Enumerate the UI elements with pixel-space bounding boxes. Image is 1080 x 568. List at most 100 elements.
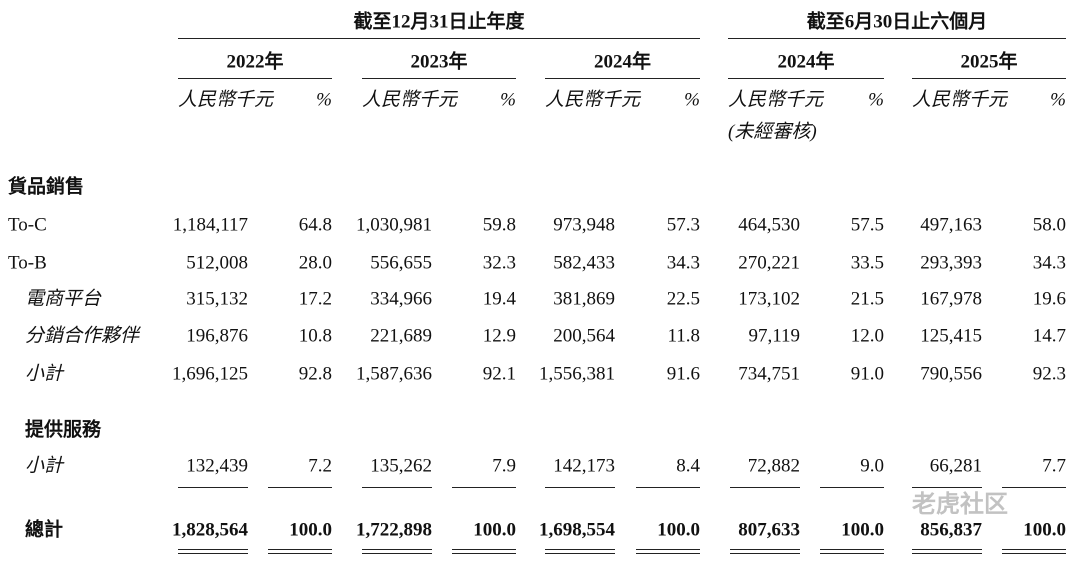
percent-cell: 92.1 [482,363,516,385]
percent-cell: 64.8 [298,214,332,236]
amount-cell: 1,587,636 [356,363,432,385]
total-rule [178,553,248,554]
percent-cell: 34.3 [666,252,700,274]
percent-cell: 10.8 [298,325,332,347]
amount-cell: 464,530 [738,214,800,236]
total-rule [636,549,700,550]
amount-cell: 1,030,981 [356,214,432,236]
year-header: 2023年 [410,51,468,73]
total-rule [636,553,700,554]
percent-cell: 9.0 [860,455,884,477]
amount-cell: 196,876 [186,325,248,347]
amount-cell: 200,564 [553,325,615,347]
amount-cell: 72,882 [747,455,800,477]
amount-cell: 807,633 [738,519,800,541]
amount-cell: 132,439 [186,455,248,477]
header-rule [728,38,1066,39]
row-label: To-C [8,214,47,236]
total-rule [1002,553,1066,554]
amount-cell: 221,689 [370,325,432,347]
total-rule [820,549,884,550]
amount-cell: 125,415 [920,325,982,347]
subtotal-rule [268,487,332,488]
percent-cell: 100.0 [841,519,884,541]
percent-cell: 12.9 [482,325,516,347]
percent-cell: 91.0 [850,363,884,385]
amount-cell: 556,655 [370,252,432,274]
amount-cell: 173,102 [738,288,800,310]
subtotal-rule [636,487,700,488]
row-label: 貨品銷售 [8,176,85,198]
total-rule [545,553,615,554]
percent-cell: 11.8 [667,325,700,347]
percent-cell: 58.0 [1032,214,1066,236]
subtotal-rule [1002,487,1066,488]
subtotal-rule [362,487,432,488]
unit-label: % [1050,89,1066,111]
unit-label: 人民幣千元 [728,89,824,111]
percent-cell: 7.9 [492,455,516,477]
amount-cell: 856,837 [920,519,982,541]
subtotal-rule [820,487,884,488]
year-rule [178,78,332,79]
row-label: 小計 [25,363,64,385]
amount-cell: 293,393 [920,252,982,274]
row-label: To-B [8,252,47,274]
percent-cell: 12.0 [850,325,884,347]
row-label: 提供服務 [25,419,102,441]
amount-cell: 1,828,564 [172,519,248,541]
percent-cell: 19.4 [482,288,516,310]
amount-cell: 97,119 [748,325,800,347]
total-rule [362,553,432,554]
amount-cell: 734,751 [738,363,800,385]
percent-cell: 100.0 [473,519,516,541]
unit-label: % [684,89,700,111]
percent-cell: 100.0 [289,519,332,541]
total-rule [452,553,516,554]
subtotal-rule [912,487,982,488]
percent-cell: 100.0 [1023,519,1066,541]
row-label: 小計 [25,455,64,477]
amount-cell: 1,698,554 [539,519,615,541]
unit-label: 人民幣千元 [362,89,458,111]
percent-cell: 33.5 [850,252,884,274]
percent-cell: 17.2 [298,288,332,310]
percent-cell: 59.8 [482,214,516,236]
amount-cell: 1,696,125 [172,363,248,385]
unit-label: 人民幣千元 [545,89,641,111]
period-header: 截至6月30日止六個月 [806,11,988,33]
year-header: 2022年 [226,51,284,73]
row-label: 分銷合作夥伴 [25,325,140,347]
amount-cell: 1,722,898 [356,519,432,541]
total-rule [1002,549,1066,550]
unit-label: % [316,89,332,111]
total-rule [452,549,516,550]
year-rule [728,78,884,79]
percent-cell: 7.2 [308,455,332,477]
total-rule [912,553,982,554]
amount-cell: 135,262 [370,455,432,477]
subtotal-rule [178,487,248,488]
amount-cell: 270,221 [738,252,800,274]
percent-cell: 28.0 [298,252,332,274]
total-rule [730,553,800,554]
total-rule [730,549,800,550]
amount-cell: 497,163 [920,214,982,236]
amount-cell: 973,948 [553,214,615,236]
percent-cell: 92.3 [1032,363,1066,385]
subtotal-rule [545,487,615,488]
subtotal-rule [452,487,516,488]
percent-cell: 100.0 [657,519,700,541]
percent-cell: 32.3 [482,252,516,274]
total-rule [912,549,982,550]
row-label: 電商平台 [25,288,102,310]
year-header: 2024年 [777,51,835,73]
total-rule [545,549,615,550]
total-rule [268,553,332,554]
percent-cell: 91.6 [666,363,700,385]
amount-cell: 790,556 [920,363,982,385]
amount-cell: 167,978 [920,288,982,310]
amount-cell: 1,184,117 [172,214,248,236]
unit-label: % [868,89,884,111]
